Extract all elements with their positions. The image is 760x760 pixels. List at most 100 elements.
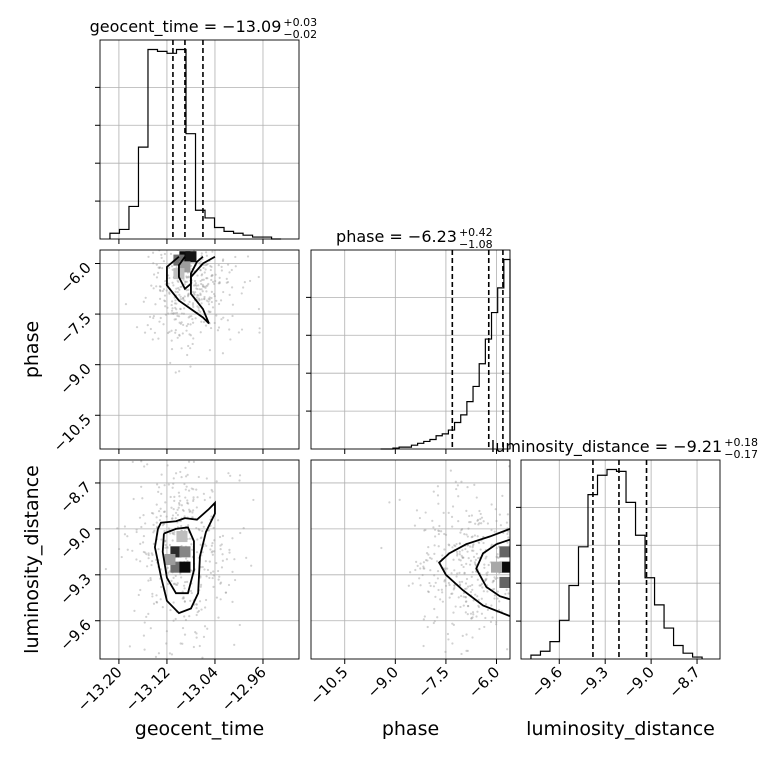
sample-point bbox=[476, 518, 480, 521]
sample-point bbox=[177, 280, 180, 283]
sample-point bbox=[201, 551, 204, 554]
sample-point bbox=[196, 538, 199, 541]
sample-point bbox=[195, 287, 198, 290]
sample-point bbox=[462, 556, 465, 559]
sample-point bbox=[464, 611, 467, 614]
histogram-panel-geocent_time: geocent_time = −13.09 +0.03−0.02 bbox=[90, 16, 317, 244]
sample-point bbox=[466, 613, 469, 616]
sample-point bbox=[173, 312, 177, 315]
sample-point bbox=[510, 536, 512, 538]
sample-point bbox=[465, 533, 468, 536]
sample-point bbox=[176, 336, 179, 339]
sample-point bbox=[181, 332, 184, 335]
sample-point bbox=[234, 265, 237, 268]
sample-point bbox=[452, 588, 455, 591]
sample-point bbox=[240, 292, 243, 295]
sample-point bbox=[231, 537, 234, 540]
sample-point bbox=[171, 531, 174, 535]
sample-point bbox=[191, 511, 194, 514]
sample-point bbox=[469, 559, 473, 562]
sample-point bbox=[427, 545, 430, 549]
sample-point bbox=[413, 524, 417, 527]
sample-point bbox=[190, 569, 194, 572]
sample-point bbox=[245, 556, 248, 559]
sample-point bbox=[169, 608, 172, 612]
sample-point bbox=[219, 299, 223, 302]
sample-point bbox=[498, 608, 501, 612]
sample-point bbox=[421, 573, 424, 577]
sample-point bbox=[217, 578, 220, 581]
sample-point bbox=[167, 282, 170, 285]
title-err-minus: −1.08 bbox=[459, 238, 493, 251]
sample-point bbox=[198, 644, 201, 648]
sample-point bbox=[490, 528, 493, 532]
sample-point bbox=[151, 592, 154, 595]
sample-point bbox=[104, 567, 108, 571]
sample-point bbox=[164, 543, 167, 547]
sample-point bbox=[529, 500, 531, 502]
sample-point bbox=[428, 556, 432, 559]
sample-point bbox=[182, 584, 186, 587]
sample-point bbox=[180, 321, 183, 324]
sample-point bbox=[191, 455, 193, 457]
sample-point bbox=[242, 527, 245, 530]
sample-point bbox=[170, 265, 174, 268]
sample-point bbox=[204, 264, 207, 267]
sample-point bbox=[170, 339, 173, 342]
sample-point bbox=[212, 234, 214, 236]
sample-point bbox=[466, 486, 469, 489]
sample-point bbox=[231, 600, 234, 603]
sample-point bbox=[157, 548, 160, 551]
sample-point bbox=[144, 522, 147, 525]
sample-point bbox=[168, 291, 171, 294]
sample-point bbox=[189, 509, 192, 513]
sample-point bbox=[157, 229, 159, 231]
density-cell bbox=[499, 546, 510, 558]
sample-point bbox=[430, 557, 433, 560]
x-tick-label: −9.6 bbox=[528, 663, 566, 701]
sample-point bbox=[216, 427, 218, 429]
sample-point bbox=[441, 600, 444, 603]
sample-point bbox=[158, 518, 162, 522]
sample-point bbox=[539, 609, 541, 611]
sample-point bbox=[221, 559, 224, 562]
sample-point bbox=[191, 303, 195, 306]
sample-point bbox=[228, 293, 231, 296]
sample-point bbox=[472, 549, 475, 552]
sample-point bbox=[432, 526, 435, 529]
sample-point bbox=[447, 511, 450, 514]
sample-point bbox=[153, 229, 155, 231]
sample-point bbox=[207, 220, 209, 222]
sample-point bbox=[200, 252, 203, 255]
sample-point bbox=[224, 591, 227, 594]
sample-point bbox=[211, 250, 214, 253]
sample-point bbox=[207, 310, 210, 313]
sample-point bbox=[444, 567, 447, 570]
sample-point bbox=[178, 495, 181, 498]
sample-point bbox=[467, 585, 470, 588]
sample-point bbox=[452, 558, 455, 561]
sample-point bbox=[168, 330, 171, 334]
sample-point bbox=[218, 575, 221, 578]
sample-point bbox=[212, 570, 215, 573]
sample-point bbox=[515, 541, 517, 543]
sample-point bbox=[462, 565, 465, 569]
sample-point bbox=[548, 587, 550, 589]
sample-point bbox=[189, 589, 193, 593]
sample-point bbox=[149, 577, 152, 580]
sample-point bbox=[426, 625, 429, 629]
sample-point bbox=[186, 501, 189, 505]
sample-point bbox=[448, 583, 451, 587]
sample-point bbox=[175, 311, 179, 314]
sample-point bbox=[188, 510, 191, 514]
sample-point bbox=[470, 536, 473, 539]
sample-point bbox=[460, 480, 463, 483]
title-err-plus: +0.42 bbox=[459, 226, 493, 239]
sample-point bbox=[188, 315, 191, 318]
sample-point bbox=[170, 309, 174, 312]
sample-point bbox=[478, 522, 481, 525]
sample-point bbox=[162, 510, 166, 513]
sample-point bbox=[419, 584, 422, 587]
sample-point bbox=[442, 511, 445, 514]
sample-point bbox=[169, 532, 172, 535]
